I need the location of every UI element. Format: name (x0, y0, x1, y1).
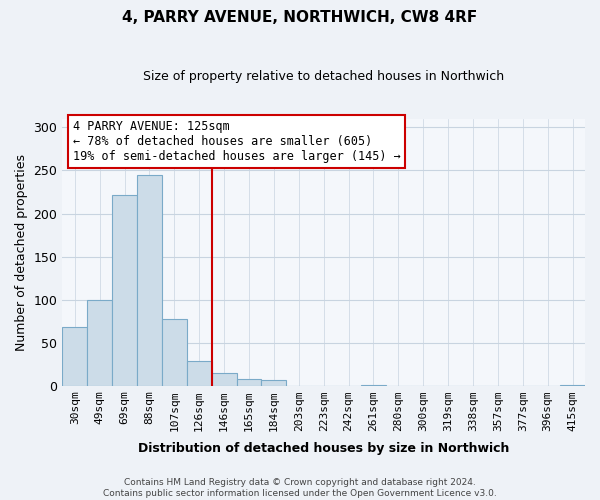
X-axis label: Distribution of detached houses by size in Northwich: Distribution of detached houses by size … (138, 442, 509, 455)
Text: Contains HM Land Registry data © Crown copyright and database right 2024.
Contai: Contains HM Land Registry data © Crown c… (103, 478, 497, 498)
Bar (187, 360, 212, 386)
Y-axis label: Number of detached properties: Number of detached properties (15, 154, 28, 350)
Title: Size of property relative to detached houses in Northwich: Size of property relative to detached ho… (143, 70, 504, 83)
Bar (236, 378, 262, 386)
Text: 4 PARRY AVENUE: 125sqm
← 78% of detached houses are smaller (605)
19% of semi-de: 4 PARRY AVENUE: 125sqm ← 78% of detached… (73, 120, 400, 163)
Text: 4, PARRY AVENUE, NORTHWICH, CW8 4RF: 4, PARRY AVENUE, NORTHWICH, CW8 4RF (122, 10, 478, 25)
Bar (137, 175, 162, 386)
Bar (361, 384, 386, 386)
Bar (162, 320, 187, 386)
Bar (262, 380, 286, 386)
Bar (212, 372, 236, 386)
Bar (112, 194, 137, 386)
Bar (560, 384, 585, 386)
Bar (87, 300, 112, 386)
Bar (62, 327, 87, 386)
